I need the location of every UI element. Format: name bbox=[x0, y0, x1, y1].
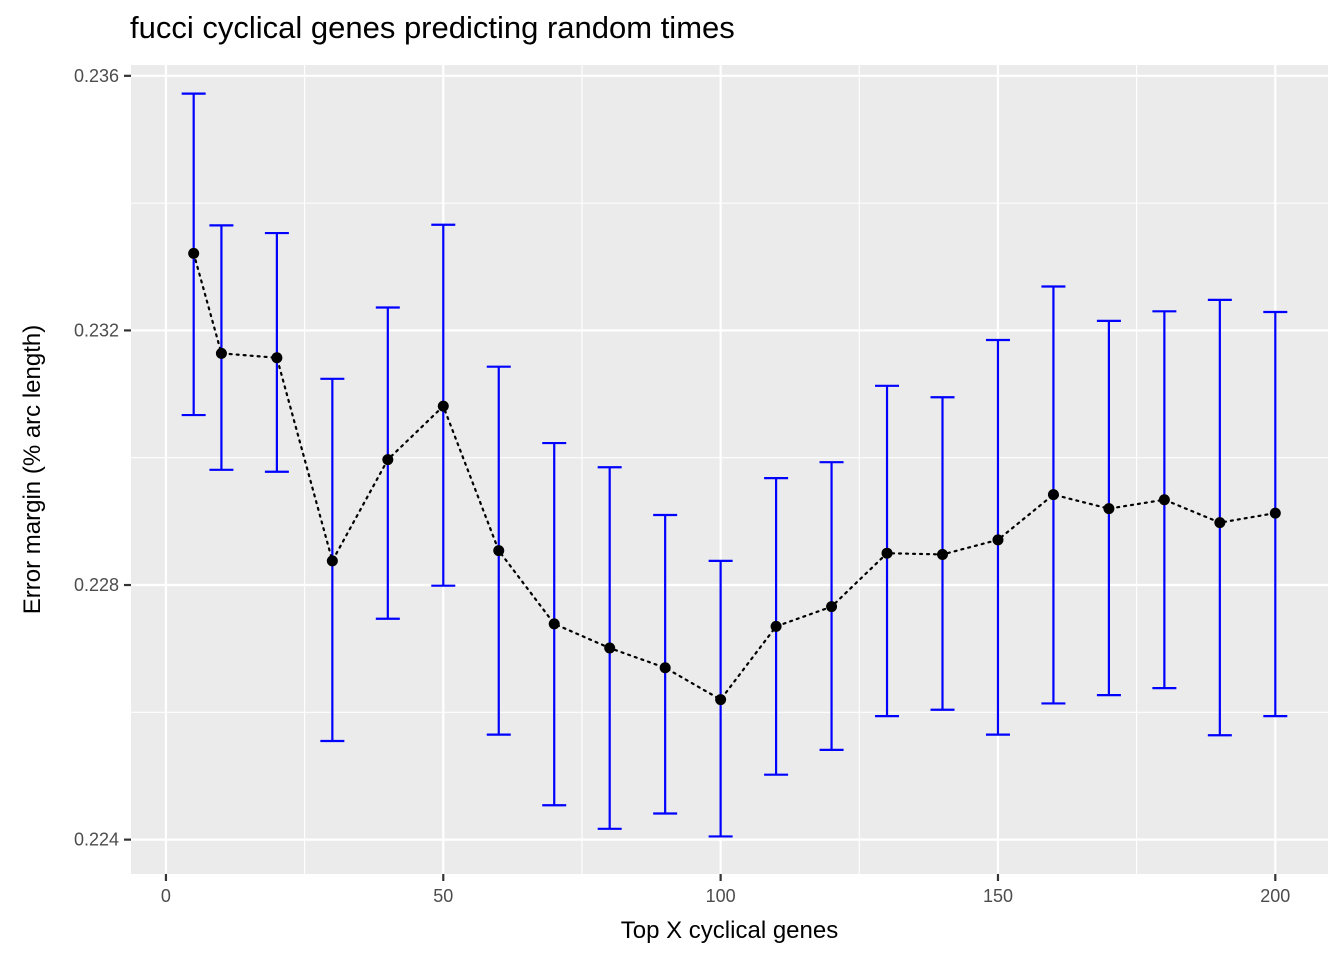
y-tick-label: 0.232 bbox=[74, 320, 119, 340]
data-point bbox=[215, 347, 227, 359]
x-axis-ticks: 0 50 100 150 200 bbox=[161, 874, 1290, 906]
series-line bbox=[192, 252, 1277, 702]
x-tick-label: 100 bbox=[706, 886, 736, 906]
data-point bbox=[382, 454, 394, 466]
x-tick-label: 50 bbox=[433, 886, 453, 906]
data-point bbox=[659, 662, 671, 674]
x-tick-label: 0 bbox=[161, 886, 171, 906]
data-point bbox=[604, 642, 616, 654]
data-point bbox=[936, 548, 948, 560]
data-point bbox=[1103, 503, 1115, 515]
y-tick-label: 0.224 bbox=[74, 830, 119, 850]
y-tick-label: 0.236 bbox=[74, 66, 119, 86]
data-point bbox=[271, 352, 283, 364]
minor-gridlines bbox=[131, 65, 1328, 874]
y-tick-label: 0.228 bbox=[74, 575, 119, 595]
data-point bbox=[548, 618, 560, 630]
errorbar bbox=[209, 224, 234, 471]
data-points bbox=[188, 247, 1281, 706]
data-point bbox=[715, 694, 727, 706]
x-tick-label: 200 bbox=[1260, 886, 1290, 906]
data-point bbox=[326, 555, 338, 567]
y-axis-ticks: 0.224 0.228 0.232 0.236 bbox=[74, 66, 131, 850]
data-point bbox=[1269, 507, 1281, 519]
data-point bbox=[493, 545, 505, 557]
data-point bbox=[1158, 494, 1170, 506]
data-point bbox=[826, 601, 838, 613]
y-axis-title: Error margin (% arc length) bbox=[19, 325, 46, 614]
data-point bbox=[1047, 489, 1059, 501]
data-point bbox=[992, 534, 1004, 546]
x-axis-title: Top X cyclical genes bbox=[621, 917, 838, 944]
chart-title: fucci cyclical genes predicting random t… bbox=[130, 10, 735, 45]
data-point bbox=[1214, 517, 1226, 529]
plot-panel bbox=[131, 65, 1328, 874]
data-point bbox=[188, 247, 200, 259]
x-tick-label: 150 bbox=[983, 886, 1013, 906]
data-point bbox=[437, 400, 449, 412]
data-point bbox=[881, 547, 893, 559]
data-point bbox=[770, 620, 782, 632]
